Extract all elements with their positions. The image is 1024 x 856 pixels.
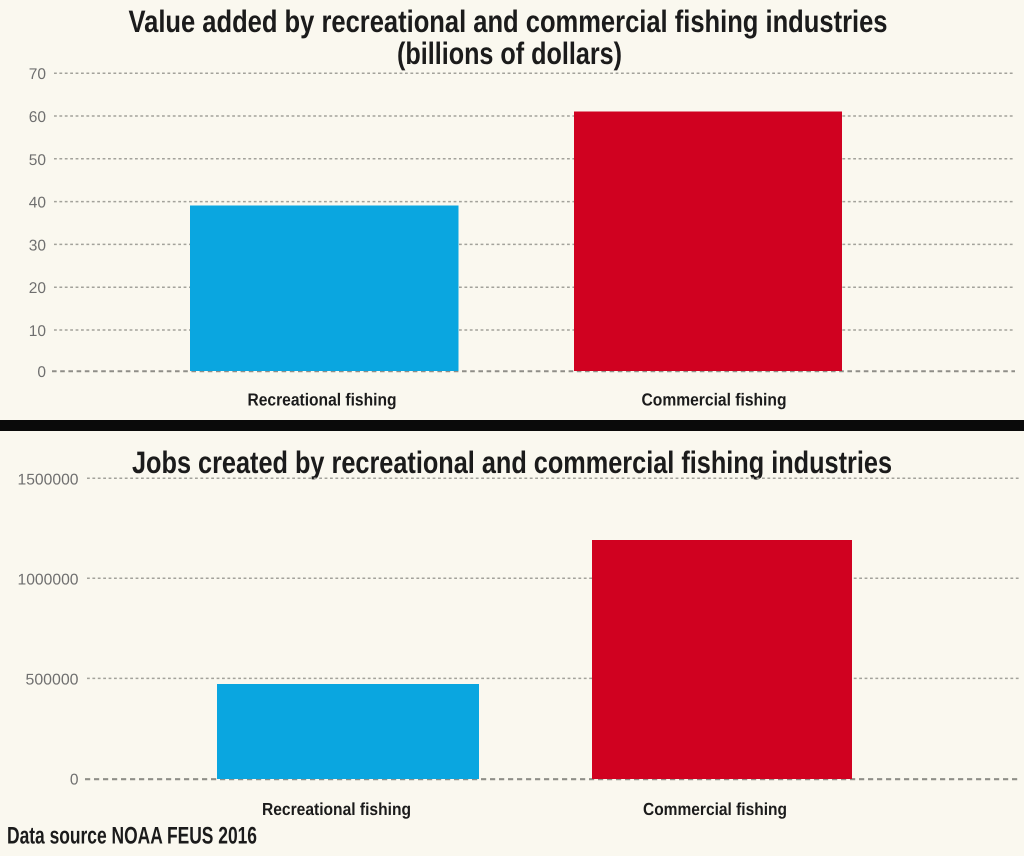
svg-text:Commercial fishing: Commercial fishing [642,390,787,410]
svg-text:Data source NOAA FEUS 2016: Data source NOAA FEUS 2016 [7,823,257,850]
svg-text:40: 40 [29,195,47,212]
svg-text:500000: 500000 [26,671,79,688]
svg-text:1000000: 1000000 [18,571,79,588]
svg-text:60: 60 [29,109,47,126]
svg-text:(billions of dollars): (billions of dollars) [397,36,622,71]
svg-text:20: 20 [29,280,47,297]
svg-text:0: 0 [37,364,46,381]
svg-text:Value added by recreational an: Value added by recreational and commerci… [129,4,888,39]
svg-text:30: 30 [29,237,47,254]
svg-text:Commercial fishing: Commercial fishing [643,799,787,819]
svg-text:Jobs created by recreational a: Jobs created by recreational and commerc… [132,445,892,480]
svg-text:0: 0 [70,771,79,788]
svg-text:50: 50 [29,152,47,169]
svg-text:70: 70 [29,66,47,83]
svg-text:Recreational fishing: Recreational fishing [262,799,411,819]
svg-text:Recreational fishing: Recreational fishing [248,390,397,410]
svg-text:1500000: 1500000 [18,471,79,488]
svg-text:10: 10 [29,323,47,340]
